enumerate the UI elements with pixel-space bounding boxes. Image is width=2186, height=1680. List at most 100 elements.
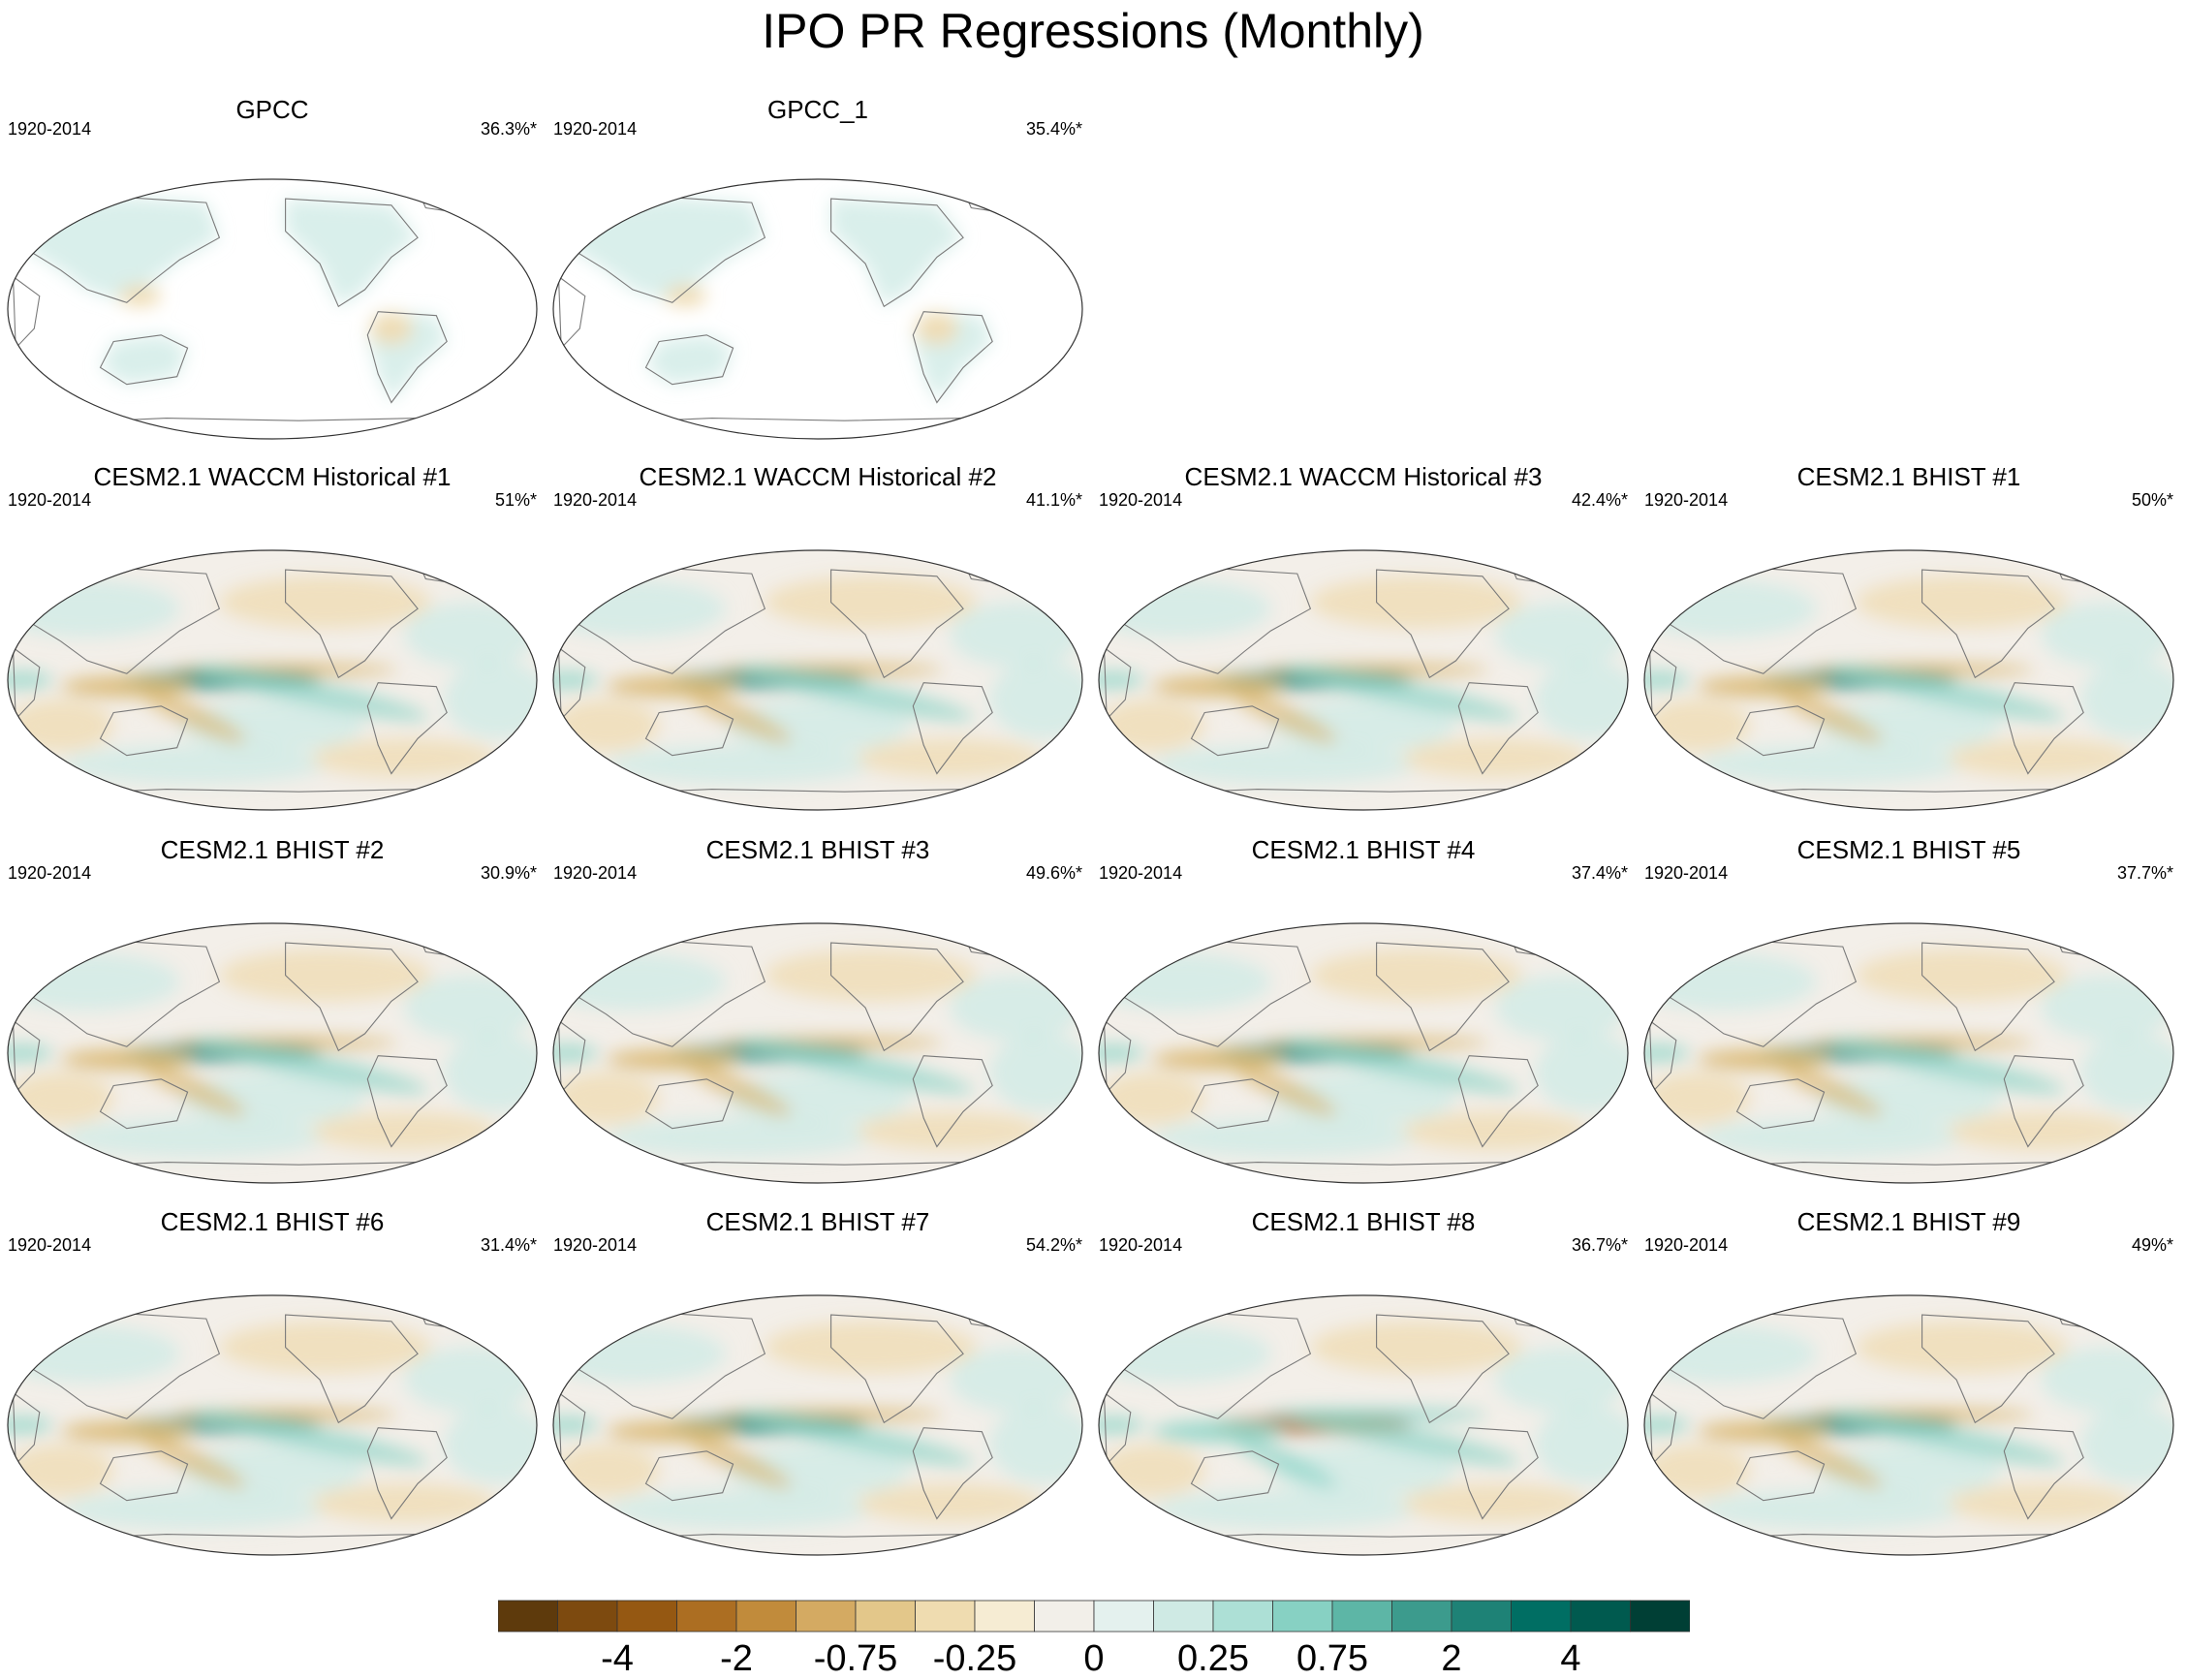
south-america-outline [2003,682,2084,775]
asia-outline [1111,568,1312,674]
anomaly-patch [2041,602,2173,668]
anomaly-patch [8,579,180,638]
anomaly-patch [1099,1445,1205,1497]
south-america-outline [366,311,448,404]
anomaly-patch [444,1405,537,1484]
anomaly-patch [1310,1321,1522,1374]
anomaly-patch [1697,1490,1962,1530]
africa-outline [1103,646,1132,721]
map-panel: CESM2.1 BHIST #1 1920-2014 50%* [1637,462,2181,813]
anomaly-patch [553,952,726,1011]
anomaly-patch [2080,1033,2173,1112]
panel-title: CESM2.1 BHIST #8 [1251,1207,1476,1236]
anomaly-patch [311,1111,498,1151]
africa-outline [557,1391,586,1466]
map-frame [7,922,538,1184]
asia-outline [20,197,221,303]
anomaly-patch [606,745,871,785]
panel-years: 1920-2014 [553,119,638,139]
colorbar-swatch [498,1600,558,1633]
africa-outline [1648,1019,1677,1094]
warm-pool-anomaly [606,675,739,698]
south-pacific-anomaly [1231,1063,1337,1116]
asia-outline [566,941,766,1047]
map-svg [7,549,538,811]
colorbar [498,1600,1690,1633]
anomaly-patch [219,1321,431,1374]
anomaly-patch [311,1483,498,1523]
warm-pool-anomaly [1151,1420,1285,1443]
anomaly-patch [2080,1405,2173,1484]
africa-outline [557,646,586,721]
colorbar-swatch [1034,1600,1095,1633]
australia-outline [1735,705,1826,757]
panel-years: 1920-2014 [1644,863,1729,883]
australia-outline [1190,705,1280,757]
anomaly-patch [1644,1445,1751,1497]
north-america-outline [830,569,964,679]
panel-variance-percent: 30.9%* [480,863,537,883]
anomaly-patch [1151,1490,1417,1530]
map-panel: GPCC_1 1920-2014 35.4%* [546,91,1090,442]
map-panel: CESM2.1 BHIST #3 1920-2014 49.6%* [546,835,1090,1186]
anomaly-patch [1535,1033,1628,1112]
south-pacific-anomaly [685,1063,792,1116]
panel-title: CESM2.1 BHIST #4 [1251,835,1476,864]
anomaly-patch [950,975,1082,1041]
colorbar-swatch [1331,1600,1392,1633]
africa-outline [557,1019,586,1094]
australia-outline [99,334,189,386]
panel-title: CESM2.1 WACCM Historical #2 [639,462,997,491]
spcz-anomaly [1286,1411,1520,1466]
warm-pool-anomaly [1697,1420,1830,1443]
south-pacific-anomaly [140,690,246,743]
map-frame [7,549,538,811]
colorbar-swatch [974,1600,1035,1633]
anomaly-patch [989,1405,1082,1484]
anomaly-patch [950,1347,1082,1413]
africa-outline [12,1019,41,1094]
panel-years: 1920-2014 [553,490,638,510]
colorbar-swatch [1093,1600,1154,1633]
asia-outline [566,197,766,303]
colorbar-swatch [915,1600,976,1633]
north-america-outline [830,198,964,308]
australia-outline [644,705,734,757]
panel-variance-percent: 36.3%* [480,119,537,139]
spcz-anomaly [740,1411,975,1466]
anomaly-patch [950,602,1082,668]
map-panel: CESM2.1 BHIST #9 1920-2014 49%* [1637,1207,2181,1558]
anomaly-patch [765,949,977,1002]
figure-title: IPO PR Regressions (Monthly) [762,4,1424,58]
panel-years: 1920-2014 [1644,490,1729,510]
anomaly-patch [765,576,977,629]
map-svg [7,922,538,1184]
south-america-outline [1457,682,1539,775]
map-svg [552,1294,1083,1556]
panel-title: CESM2.1 BHIST #7 [705,1207,930,1236]
asia-outline [20,1313,221,1419]
land-anomaly [118,285,162,307]
warm-pool-anomaly [1151,675,1285,698]
panel-variance-percent: 49.6%* [1025,863,1082,883]
anomaly-patch [1310,576,1522,629]
map-svg [552,549,1083,811]
land-anomaly [645,334,734,385]
anomaly-patch [1856,1321,2068,1374]
anomaly-patch [404,975,537,1041]
panel-variance-percent: 51%* [494,490,537,510]
anomaly-patch [1495,602,1628,668]
spcz-anomaly [1286,1039,1520,1094]
map-panel: CESM2.1 WACCM Historical #3 1920-2014 42.4… [1091,462,1636,813]
panel-years: 1920-2014 [8,119,92,139]
map-panel: CESM2.1 BHIST #2 1920-2014 30.9%* [0,835,545,1186]
colorbar-swatch [557,1600,618,1633]
warm-pool-anomaly [60,1420,194,1443]
anomaly-patch [8,700,114,752]
north-america-outline [285,942,419,1052]
colorbar-swatch [616,1600,677,1633]
panel-years: 1920-2014 [1099,1235,1183,1255]
map-svg [552,178,1083,440]
panel-years: 1920-2014 [8,863,92,883]
anomaly-patch [404,1347,537,1413]
